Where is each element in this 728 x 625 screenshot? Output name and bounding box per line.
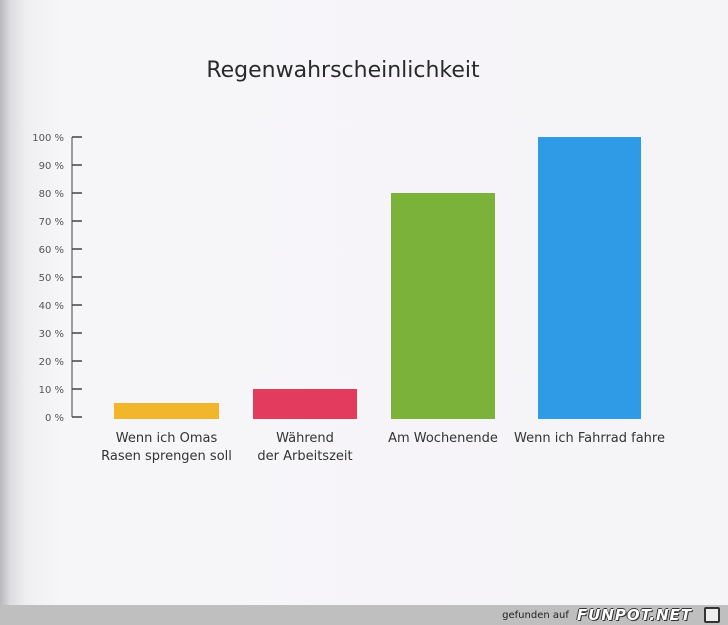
chart-title: Regenwahrscheinlichkeit: [206, 58, 480, 83]
bar-chart: Regenwahrscheinlichkeit 0 % 10 % 20 % 30 % 4…: [32, 58, 665, 464]
y-tick-label: 100 %: [32, 133, 64, 144]
funpot-brand: FUNPOT.NET: [576, 606, 692, 624]
y-tick-label: 30 %: [39, 329, 64, 340]
category-label: Wenn ich Omas Rasen sprengen soll: [101, 431, 232, 464]
y-tick-label: 50 %: [39, 273, 64, 284]
y-tick-label: 70 %: [39, 217, 64, 228]
category-labels: Wenn ich Omas Rasen sprengen soll Während d…: [101, 431, 665, 464]
watermark-footer: gefunden auf FUNPOT.NET: [0, 605, 728, 625]
y-tick-label: 10 %: [39, 385, 64, 396]
funpot-logo-icon: [704, 607, 720, 623]
y-axis: 0 % 10 % 20 % 30 % 40 % 50 % 60 % 70 % 80 % 90 % 1…: [32, 133, 82, 424]
y-tick-label: 60 %: [39, 245, 64, 256]
y-tick-label: 90 %: [39, 161, 64, 172]
y-tick-label: 80 %: [39, 189, 64, 200]
category-label: Wenn ich Fahrrad fahre: [514, 431, 665, 446]
bar: [538, 137, 641, 419]
bar: [391, 193, 495, 419]
category-label: Während der Arbeitszeit: [257, 431, 352, 464]
bar: [253, 389, 357, 419]
found-on-label: gefunden auf: [502, 609, 569, 621]
y-tick-label: 0 %: [45, 413, 64, 424]
category-label: Am Wochenende: [388, 431, 498, 446]
bar: [114, 403, 219, 419]
y-tick-label: 20 %: [39, 357, 64, 368]
y-tick-label: 40 %: [39, 301, 64, 312]
bars: [114, 137, 641, 419]
